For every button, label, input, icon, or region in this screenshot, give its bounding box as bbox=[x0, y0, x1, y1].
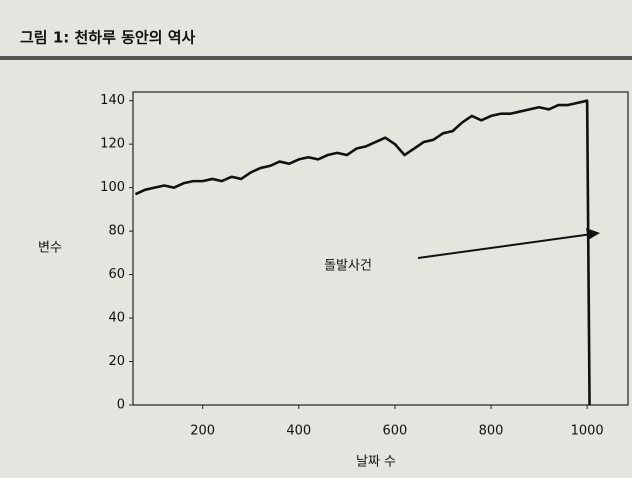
title-rule bbox=[0, 56, 632, 60]
y-axis-label: 변수 bbox=[38, 241, 62, 256]
y-tick-label: 80 bbox=[108, 224, 125, 239]
x-tick-label: 1000 bbox=[571, 424, 604, 439]
data-line bbox=[134, 99, 591, 406]
x-axis-label: 날짜 수 bbox=[356, 455, 396, 470]
annotation: 돌발사건 bbox=[324, 259, 372, 274]
plot-frame bbox=[132, 91, 629, 406]
y-tick-label: 140 bbox=[100, 93, 125, 108]
y-tick-label: 100 bbox=[100, 180, 125, 195]
x-tick-label: 400 bbox=[286, 424, 311, 439]
y-tick-label: 120 bbox=[100, 137, 125, 152]
x-tick-label: 600 bbox=[383, 424, 408, 439]
y-tick-label: 0 bbox=[117, 398, 125, 413]
chart-title: 그림 1: 천하루 동안의 역사 bbox=[20, 29, 196, 47]
x-tick-label: 200 bbox=[190, 424, 215, 439]
y-tick-label: 20 bbox=[108, 354, 125, 369]
annotation-arrow bbox=[417, 233, 593, 259]
y-tick-label: 60 bbox=[108, 267, 125, 282]
y-tick-label: 40 bbox=[108, 311, 125, 326]
x-tick-label: 800 bbox=[479, 424, 504, 439]
